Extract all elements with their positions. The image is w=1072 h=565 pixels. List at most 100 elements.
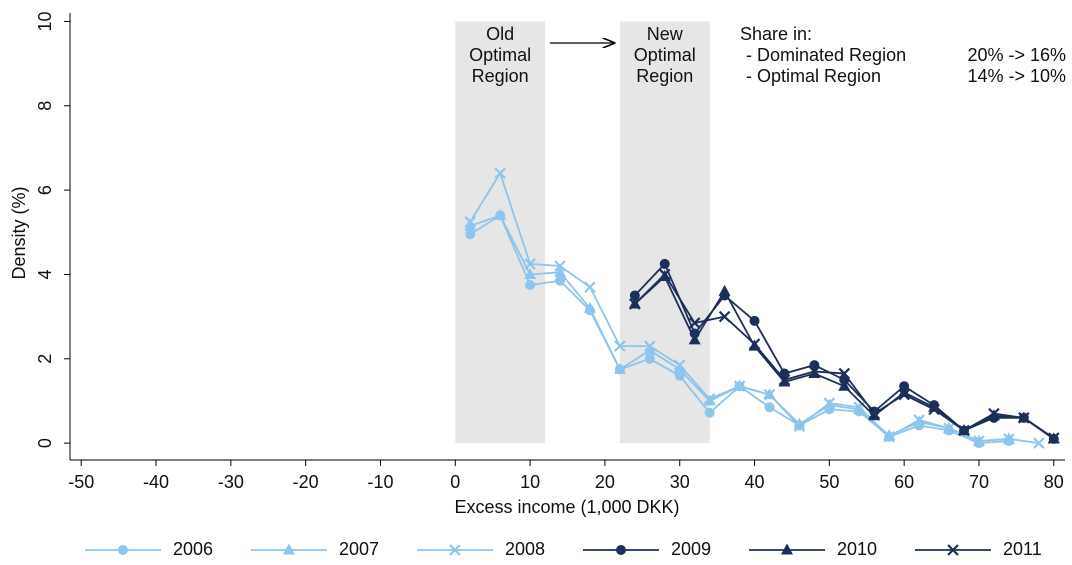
marker: [673, 362, 686, 374]
marker: [554, 260, 566, 272]
x-tick-label: 30: [670, 472, 690, 492]
marker: [823, 397, 836, 409]
marker: [1033, 437, 1045, 449]
y-tick-label: 8: [35, 101, 55, 111]
marker: [764, 402, 775, 413]
marker: [883, 431, 895, 443]
marker: [838, 367, 851, 380]
region-label: Region: [472, 66, 529, 86]
region-label: Optimal: [469, 45, 531, 65]
note-label: - Optimal Region: [746, 66, 881, 86]
x-tick-label: 60: [894, 472, 914, 492]
marker: [781, 543, 793, 555]
marker: [449, 544, 461, 556]
marker: [947, 544, 959, 556]
marker: [613, 362, 626, 374]
x-axis-label: Excess income (1,000 DKK): [454, 497, 679, 517]
marker: [808, 365, 821, 378]
marker: [658, 268, 671, 281]
marker: [644, 353, 655, 364]
y-tick-label: 4: [35, 269, 55, 279]
marker: [494, 167, 506, 180]
marker: [988, 407, 1000, 420]
marker: [704, 407, 715, 418]
marker: [659, 258, 670, 269]
marker: [718, 310, 731, 323]
y-tick-label: 2: [35, 354, 55, 364]
x-tick-label: 70: [969, 472, 989, 492]
marker: [465, 229, 476, 240]
region-label: Optimal: [634, 45, 696, 65]
x-tick-label: 0: [450, 472, 460, 492]
legend-label: 2006: [173, 539, 213, 559]
marker: [928, 403, 940, 416]
marker: [778, 374, 791, 386]
marker: [629, 298, 641, 310]
marker: [524, 267, 537, 279]
marker: [688, 317, 701, 329]
marker: [464, 215, 477, 228]
x-tick-label: 80: [1044, 472, 1064, 492]
marker: [793, 420, 806, 433]
note-title: Share in:: [740, 24, 812, 44]
marker: [494, 208, 507, 220]
y-tick-label: 0: [35, 438, 55, 448]
marker: [763, 388, 776, 401]
legend-label: 2008: [505, 539, 545, 559]
x-tick-label: 20: [595, 472, 615, 492]
legend-label: 2010: [837, 539, 877, 559]
marker: [555, 275, 566, 286]
marker: [898, 388, 910, 401]
marker: [614, 340, 626, 352]
marker: [733, 380, 746, 392]
marker: [583, 301, 596, 313]
marker: [1003, 433, 1015, 445]
marker: [1018, 412, 1030, 424]
region-shade: [619, 21, 710, 444]
y-tick-label: 10: [35, 11, 55, 31]
marker: [898, 386, 911, 398]
marker: [629, 290, 640, 301]
marker: [958, 424, 970, 437]
marker: [838, 379, 851, 391]
marker: [703, 393, 716, 405]
marker: [584, 281, 596, 293]
marker: [793, 417, 806, 429]
note-value: 14% -> 10%: [967, 66, 1066, 86]
y-tick-label: 6: [35, 185, 55, 195]
legend-label: 2009: [671, 539, 711, 559]
legend-label: 2007: [339, 539, 379, 559]
marker: [688, 333, 701, 345]
marker: [928, 400, 941, 412]
x-tick-label: -30: [218, 472, 244, 492]
x-tick-label: -50: [68, 472, 94, 492]
marker: [554, 265, 567, 277]
region-label: Region: [636, 66, 693, 86]
marker: [118, 545, 128, 555]
marker: [749, 315, 760, 326]
marker: [1048, 432, 1060, 444]
marker: [883, 429, 896, 441]
note-label: - Dominated Region: [746, 45, 906, 65]
y-axis-label: Density (%): [9, 186, 29, 279]
marker: [913, 414, 925, 426]
legend-label: 2011: [1003, 539, 1042, 559]
marker: [464, 219, 477, 231]
marker: [718, 284, 731, 296]
x-tick-label: -10: [367, 472, 393, 492]
x-tick-label: -20: [293, 472, 319, 492]
region-label: Old: [486, 24, 514, 44]
marker: [524, 258, 536, 270]
x-tick-label: -40: [143, 472, 169, 492]
marker: [868, 407, 881, 420]
note-value: 20% -> 16%: [967, 45, 1066, 65]
marker: [943, 422, 955, 435]
x-tick-label: 40: [745, 472, 765, 492]
marker: [644, 340, 656, 352]
marker: [616, 545, 626, 555]
marker: [643, 343, 656, 355]
x-tick-label: 10: [520, 472, 540, 492]
region-label: New: [647, 24, 684, 44]
x-tick-label: 50: [819, 472, 839, 492]
